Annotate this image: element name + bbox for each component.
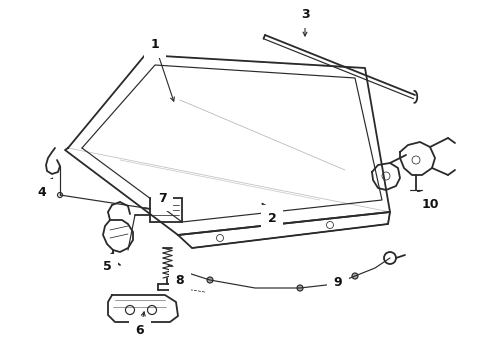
Circle shape bbox=[297, 285, 303, 291]
Text: 5: 5 bbox=[102, 261, 111, 274]
Circle shape bbox=[207, 277, 213, 283]
Text: 9: 9 bbox=[334, 275, 343, 288]
Text: 2: 2 bbox=[268, 211, 276, 225]
Text: 7: 7 bbox=[158, 192, 167, 204]
Text: 3: 3 bbox=[301, 9, 309, 22]
Bar bbox=[150, 198, 182, 222]
Text: 1: 1 bbox=[150, 39, 159, 51]
Circle shape bbox=[352, 273, 358, 279]
Text: 8: 8 bbox=[176, 274, 184, 287]
Text: 4: 4 bbox=[38, 185, 47, 198]
Text: 6: 6 bbox=[136, 324, 145, 337]
Text: 10: 10 bbox=[421, 198, 439, 211]
